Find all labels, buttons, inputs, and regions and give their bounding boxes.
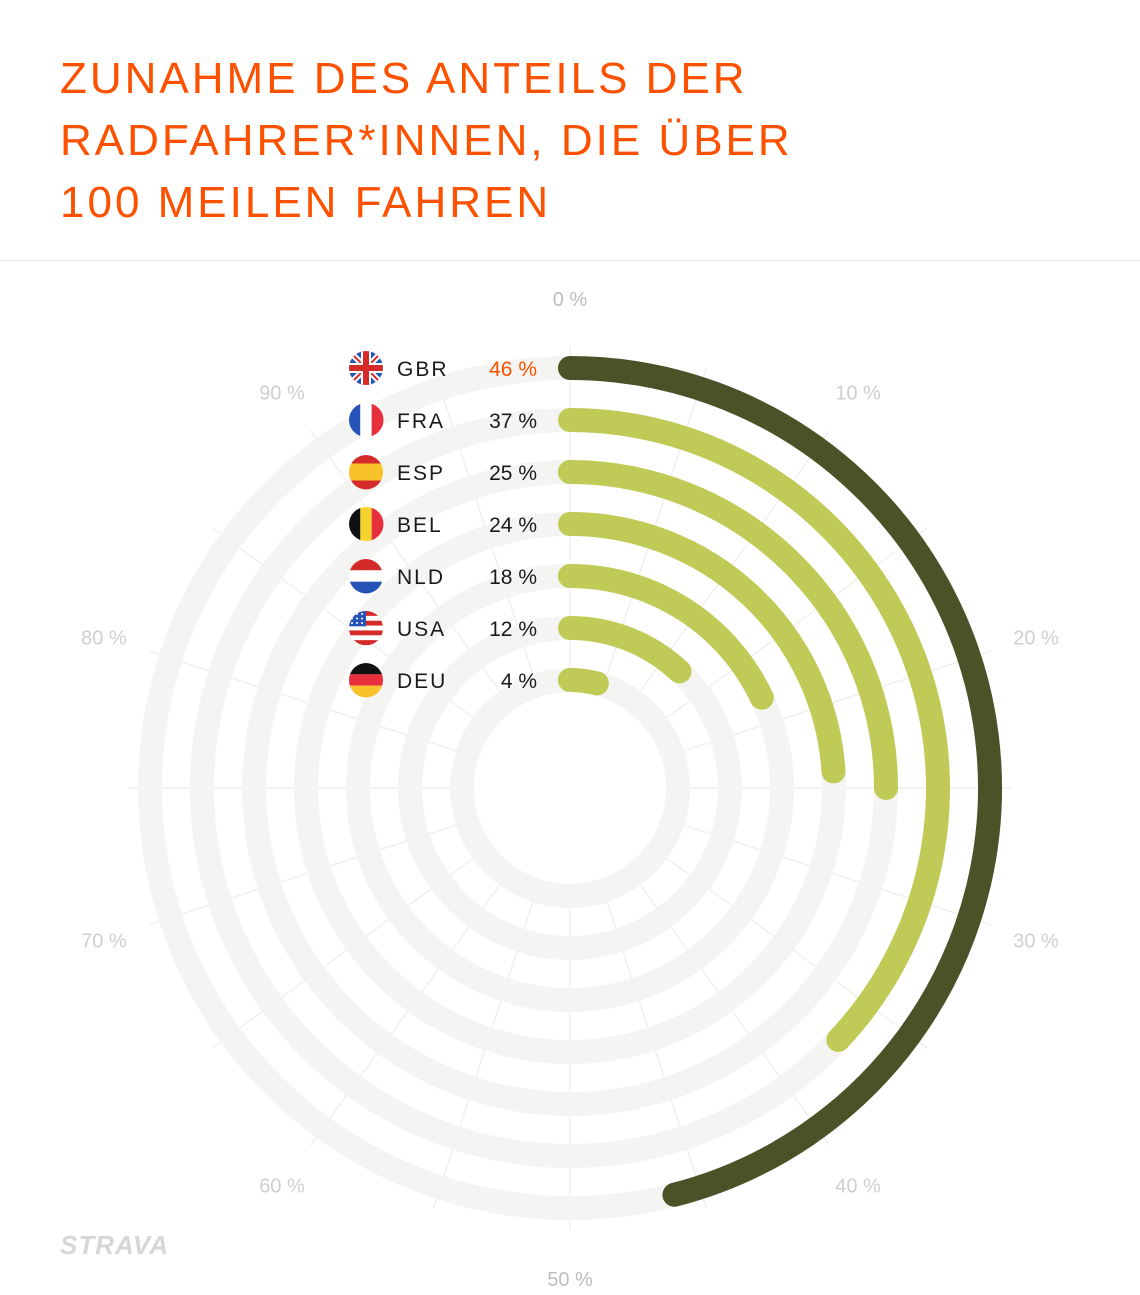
legend-label: USA [397,618,446,641]
legend-label: NLD [397,566,445,589]
tick-label: 40 % [835,1175,881,1197]
us-flag-icon [349,611,383,646]
tick-label: 20 % [1013,628,1059,650]
legend-row: USA 12 % [349,611,537,646]
fr-flag-icon [349,403,384,437]
legend-row: GBR 46 % [349,351,537,385]
legend-row: NLD 18 % [349,559,537,594]
title-line: Zunahme des Anteils der [60,54,748,103]
bar-gbr [558,356,1002,1207]
es-flag-icon [349,455,383,490]
legend-row: BEL 24 % [349,507,537,541]
tick-label: 80 % [81,628,127,650]
bar-nld [558,564,774,710]
gb-flag-icon [349,351,383,385]
value-label: 24 % [489,514,537,537]
legend-row: DEU 4 % [349,663,537,698]
legend-label: FRA [397,410,445,433]
bar-esp [558,460,898,800]
tick-label: 60 % [259,1175,305,1197]
value-label: 37 % [489,410,537,433]
legend-label: ESP [397,462,445,485]
legend-label: GBR [397,358,449,381]
title-divider [0,260,1140,261]
legend-label: DEU [397,670,447,693]
value-label: 46 % [489,358,537,381]
legend-label: BEL [397,514,443,537]
chart-title: Zunahme des Anteils der Radfahrer*innen,… [60,48,1060,234]
tick-label: 70 % [81,930,127,952]
value-label: 18 % [489,566,537,589]
title-line: Radfahrer*innen, die über [60,116,793,165]
nl-flag-icon [349,559,383,594]
tick-label: 90 % [259,383,305,405]
bar-usa [558,616,692,684]
tick-label: 50 % [547,1269,593,1291]
data-bars [558,356,1002,1207]
angle-tick-labels: 0 % 10 % 20 % 30 % 40 % 50 % 60 % 70 % 80 % 90 % [81,289,1059,1291]
track-ring [450,668,690,908]
be-flag-icon [349,507,384,541]
strava-logo: STRAVA [60,1230,170,1260]
title-line: 100 Meilen fahren [60,178,552,227]
tick-label: 0 % [553,289,588,311]
value-label: 4 % [501,670,537,693]
value-label: 12 % [489,618,537,641]
legend: GBR 46 % FRA 37 % ESP 25 % BEL 24 % NLD 18 % USA 12… [349,351,537,698]
tick-label: 10 % [835,383,881,405]
legend-row: ESP 25 % [349,455,537,490]
tick-label: 30 % [1013,930,1059,952]
bar-deu [558,668,609,696]
value-label: 25 % [489,462,537,485]
bar-bel [558,512,846,784]
bar-fra [558,408,950,1052]
de-flag-icon [349,663,383,698]
legend-row: FRA 37 % [349,403,537,437]
